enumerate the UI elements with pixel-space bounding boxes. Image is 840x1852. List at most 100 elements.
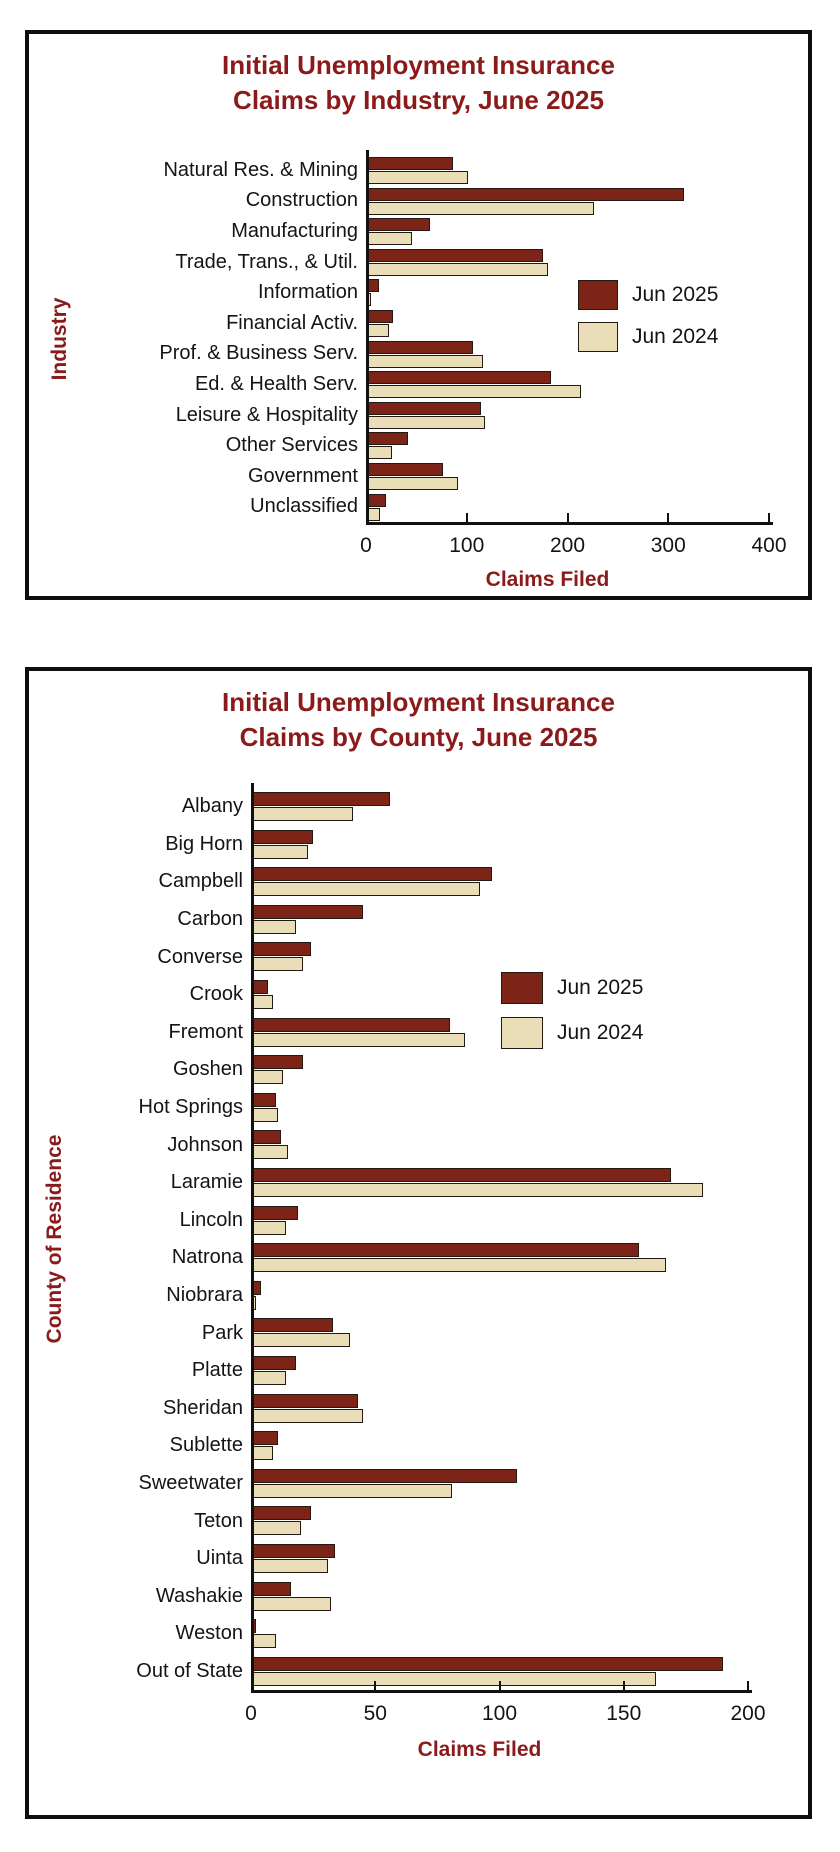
chart-row: Manufacturing [29, 216, 769, 247]
bar-jun-2025 [366, 493, 387, 507]
bar-jun-2025 [366, 310, 394, 323]
bar-jun-2025 [366, 340, 473, 354]
y-axis-line [366, 150, 369, 526]
bar-jun-2024 [366, 446, 393, 460]
bar-jun-2025 [366, 187, 685, 201]
bar-jun-2025 [251, 1544, 336, 1558]
category-label: Trade, Trans., & Util. [175, 250, 358, 273]
y-axis-line [251, 783, 254, 1694]
category-label: Other Services [225, 434, 358, 457]
category-label: Fremont [168, 1020, 243, 1043]
x-axis-tick [498, 1681, 501, 1691]
county-chart-title-line1: Initial Unemployment Insurance [222, 687, 615, 717]
bar-jun-2024 [366, 262, 549, 276]
category-label: Government [247, 464, 358, 487]
bar-jun-2025 [251, 792, 391, 806]
bar-group [251, 1089, 748, 1127]
bar-jun-2024 [251, 1634, 276, 1649]
bar-jun-2024 [366, 171, 468, 184]
x-axis-tick-label: 300 [650, 534, 686, 558]
bar-jun-2024 [366, 477, 458, 490]
bar-jun-2024 [251, 995, 274, 1009]
category-label: Niobrara [166, 1284, 243, 1307]
chart-row: Weston [29, 1615, 748, 1653]
bar-jun-2025 [251, 867, 493, 882]
bar-jun-2024 [251, 1333, 351, 1348]
chart-row: Fremont [29, 1014, 748, 1052]
bar-group [366, 155, 769, 186]
bar-group [251, 1051, 748, 1089]
chart-row: Laramie [29, 1164, 748, 1202]
chart-row: Platte [29, 1352, 748, 1390]
chart-row: Other Services [29, 430, 769, 461]
bar-jun-2025 [366, 432, 409, 446]
category-label: Ed. & Health Serv. [194, 372, 358, 395]
x-axis-tick [566, 513, 569, 523]
category-label: Information [257, 281, 358, 304]
bar-jun-2025 [251, 1205, 299, 1220]
category-label: Sublette [169, 1434, 243, 1457]
bar-group [251, 1014, 748, 1052]
bar-jun-2025 [251, 1243, 639, 1258]
y-axis-title: County of Residence [43, 1134, 66, 1344]
industry-chart-box: Initial Unemployment Insurance Claims by… [25, 30, 812, 600]
category-label: Financial Activ. [226, 311, 358, 334]
bar-group [366, 216, 769, 247]
bar-jun-2024 [251, 1446, 274, 1461]
bar-group [251, 1540, 748, 1578]
legend-label: Jun 2024 [557, 1021, 644, 1044]
bar-jun-2025 [251, 1055, 304, 1070]
chart-row: Out of State [29, 1653, 748, 1691]
bar-jun-2025 [251, 1506, 311, 1521]
bar-jun-2024 [251, 1483, 453, 1498]
category-label: Big Horn [165, 832, 243, 855]
x-axis-tick-label: 0 [360, 534, 372, 558]
bar-group [251, 788, 748, 826]
chart-row: Big Horn [29, 826, 748, 864]
bar-group [251, 1239, 748, 1277]
category-label: Carbon [177, 908, 243, 931]
category-label: Hot Springs [138, 1096, 244, 1119]
category-label: Sweetwater [138, 1472, 244, 1495]
bar-jun-2024 [251, 1371, 286, 1385]
x-axis-tick-label: 200 [549, 534, 586, 558]
bar-group [366, 339, 769, 370]
chart-row: Ed. & Health Serv. [29, 369, 769, 400]
category-label: Uinta [196, 1547, 243, 1570]
category-label: Leisure & Hospitality [175, 403, 358, 426]
legend-label: Jun 2024 [632, 325, 719, 348]
bar-jun-2025 [251, 829, 314, 844]
bar-jun-2024 [251, 844, 309, 859]
chart-row: Campbell [29, 863, 748, 901]
bar-group [251, 863, 748, 901]
x-axis-tick-label: 50 [363, 1702, 387, 1726]
bar-group [251, 1314, 748, 1352]
bar-jun-2024 [251, 1032, 465, 1047]
category-label: Manufacturing [231, 219, 358, 242]
chart-row: Converse [29, 938, 748, 976]
bar-jun-2024 [251, 1596, 331, 1611]
chart-row: Unclassified [29, 492, 769, 523]
bar-jun-2024 [251, 1145, 289, 1160]
x-axis-tick [667, 513, 670, 523]
bar-jun-2025 [366, 157, 453, 170]
x-axis-tick [747, 1681, 749, 1691]
chart-row: Construction [29, 186, 769, 217]
bar-jun-2025 [251, 1581, 291, 1596]
chart-row: Park [29, 1314, 748, 1352]
category-label: Natrona [171, 1246, 243, 1269]
chart-row: Sublette [29, 1427, 748, 1465]
bar-jun-2025 [251, 942, 311, 957]
bar-jun-2024 [251, 1408, 363, 1423]
bar-jun-2025 [251, 1168, 671, 1182]
y-axis-title: Industry [48, 297, 71, 381]
bar-group [251, 1352, 748, 1390]
bar-jun-2024 [366, 324, 390, 337]
bar-jun-2024 [251, 882, 480, 897]
category-label: Washakie [155, 1584, 243, 1607]
bar-group [251, 1427, 748, 1465]
chart-row: Natrona [29, 1239, 748, 1277]
bar-jun-2025 [251, 1468, 517, 1483]
bar-jun-2024 [366, 232, 413, 246]
